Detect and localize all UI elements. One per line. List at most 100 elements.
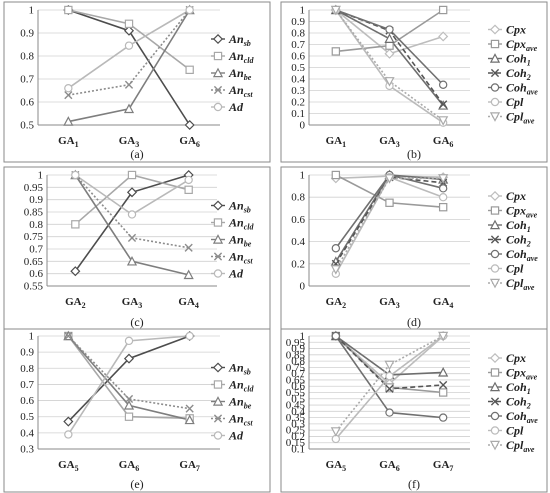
data-point xyxy=(63,416,74,427)
y-tick-label: 0.2 xyxy=(291,97,305,109)
legend-marker xyxy=(490,397,500,406)
legend-marker xyxy=(213,218,223,227)
y-tick-label: 0.55 xyxy=(286,387,306,399)
legend-marker xyxy=(489,278,501,289)
y-tick-label: 0.9 xyxy=(291,343,305,355)
y-tick-label: 0.4 xyxy=(291,74,305,86)
x-tick-label: GA4 xyxy=(178,296,199,310)
data-point xyxy=(384,174,395,184)
y-tick-label: 0.1 xyxy=(291,444,305,456)
data-point xyxy=(438,31,449,42)
legend-entry: Ancld xyxy=(228,378,254,394)
data-point xyxy=(64,331,73,341)
y-tick-label: 0.3 xyxy=(291,418,305,430)
y-tick-label: 0.6 xyxy=(291,381,305,393)
data-point xyxy=(438,80,448,89)
panel-caption: (e) xyxy=(130,477,143,491)
y-tick-label: 0.6 xyxy=(20,97,34,109)
y-tick-label: 0.8 xyxy=(291,28,305,40)
legend-entry: Ansb xyxy=(228,199,251,215)
data-point xyxy=(127,233,137,242)
y-tick-label: 0.8 xyxy=(20,363,34,375)
legend-marker xyxy=(489,440,501,451)
legend-marker xyxy=(489,219,501,230)
legend-entry: Cplave xyxy=(506,276,535,292)
panel-caption: (c) xyxy=(130,315,143,329)
data-point xyxy=(64,430,73,439)
data-point xyxy=(330,5,341,16)
data-point xyxy=(63,116,74,126)
data-point xyxy=(385,25,394,34)
data-point xyxy=(438,367,449,377)
data-point xyxy=(438,202,448,212)
x-tick-label: GA6 xyxy=(433,135,454,149)
data-point xyxy=(331,47,341,56)
y-tick-label: 0.8 xyxy=(29,219,43,231)
data-point xyxy=(330,265,341,275)
y-tick-label: 0.8 xyxy=(291,356,305,368)
legend-marker xyxy=(490,39,500,49)
data-point xyxy=(385,383,394,392)
chart-panel: 0 0.2 0.4 0.6 0.8 1 GA2 GA3 GA4 CpxCpxaveCoh1Coh2… xyxy=(280,166,548,331)
y-tick-label: 0.25 xyxy=(286,425,306,437)
data-point xyxy=(438,5,448,15)
legend-marker xyxy=(490,249,500,259)
y-tick-label: 0.3 xyxy=(291,85,305,97)
legend-marker xyxy=(213,252,223,261)
data-point xyxy=(384,33,395,43)
legend-entry: Cpx xyxy=(506,351,526,365)
data-point xyxy=(70,266,81,277)
x-tick-label: GA6 xyxy=(179,135,200,149)
data-point xyxy=(184,119,195,131)
y-tick-label: 1 xyxy=(29,331,35,343)
data-point xyxy=(384,48,395,59)
x-tick-label: GA6 xyxy=(379,459,400,473)
chart-panel: 00.10.20.30.40.50.60.70.80.91 GA1 GA3 GA6 Cp… xyxy=(280,1,548,163)
x-tick-label: GA2 xyxy=(65,296,86,310)
legend-entry: Ad xyxy=(228,100,244,114)
y-tick-label: 0.4 xyxy=(291,236,305,248)
data-point xyxy=(439,100,448,109)
data-point xyxy=(184,185,193,194)
y-tick-label: 1 xyxy=(29,5,35,17)
legend-marker xyxy=(490,97,500,107)
y-tick-label: 0.4 xyxy=(291,406,305,418)
y-tick-label: 1 xyxy=(300,170,306,182)
data-point xyxy=(438,331,449,342)
data-point xyxy=(331,170,341,180)
data-point xyxy=(184,414,195,425)
y-tick-label: 0.7 xyxy=(20,74,34,86)
x-tick-label: GA5 xyxy=(326,459,347,473)
y-tick-label: 1 xyxy=(300,5,306,17)
legend-entry: Ad xyxy=(228,267,244,281)
data-point xyxy=(438,174,449,184)
legend-marker xyxy=(213,414,223,423)
data-point xyxy=(331,244,341,253)
legend-entry: Coh2 xyxy=(506,395,531,411)
y-tick-label: 0.4 xyxy=(20,427,34,439)
y-tick-label: 0.9 xyxy=(20,28,34,40)
data-point xyxy=(384,360,395,371)
y-tick-label: 0.65 xyxy=(286,374,306,386)
x-tick-label: GA1 xyxy=(58,135,79,149)
data-point xyxy=(123,103,135,114)
data-point xyxy=(64,5,73,15)
y-tick-label: 0.8 xyxy=(20,51,34,63)
data-point xyxy=(71,220,80,229)
panel-frame xyxy=(280,166,548,331)
data-point xyxy=(185,331,194,341)
legend-entry: Coh1 xyxy=(506,52,531,68)
legend-marker xyxy=(490,411,500,421)
y-tick-label: 1 xyxy=(300,331,306,343)
legend-marker xyxy=(489,24,501,35)
y-tick-label: 0.3 xyxy=(20,444,34,456)
y-tick-label: 0.9 xyxy=(20,347,34,359)
legend-entry: Coh1 xyxy=(506,380,531,396)
y-tick-label: 0.95 xyxy=(286,337,306,349)
data-point xyxy=(385,371,394,381)
y-tick-label: 0 xyxy=(300,281,306,293)
legend-entry: Ansb xyxy=(228,361,251,377)
legend-entry: Anbe xyxy=(228,395,252,411)
legend-entry: Anbe xyxy=(228,66,252,82)
